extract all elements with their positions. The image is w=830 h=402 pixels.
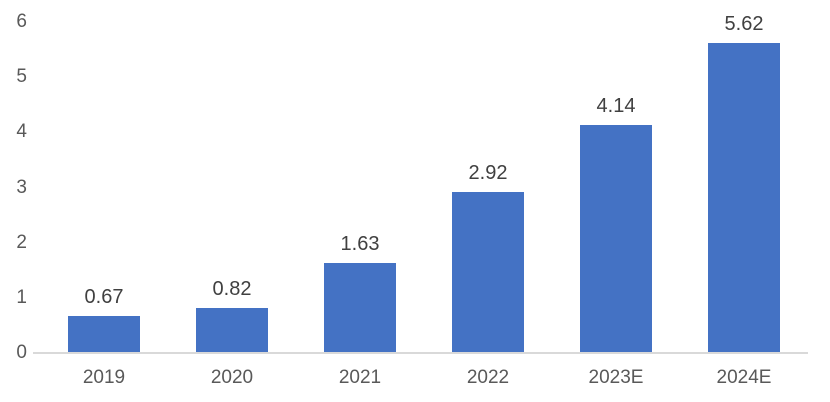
- bar-2022: [452, 191, 524, 353]
- x-tick-label: 2023E: [588, 367, 644, 388]
- y-tick-label: 4: [16, 121, 27, 143]
- y-tick-label: 6: [16, 11, 27, 32]
- x-tick-label: 2022: [466, 367, 510, 388]
- data-label: 5.62: [724, 12, 764, 35]
- y-tick-label: 0: [16, 342, 27, 363]
- data-label: 1.63: [340, 233, 380, 256]
- bar-2024E: [708, 42, 780, 353]
- bar-2023E: [580, 124, 652, 353]
- data-label: 0.67: [84, 286, 124, 309]
- x-tick-label: 2019: [82, 367, 126, 388]
- data-label: 0.82: [212, 277, 252, 300]
- y-tick-label: 2: [16, 231, 27, 253]
- data-label: 2.92: [468, 161, 508, 184]
- x-tick-label: 2024E: [716, 367, 772, 388]
- x-tick-label: 2021: [338, 367, 382, 388]
- x-tick-label: 2020: [210, 367, 254, 388]
- bar-2021: [324, 263, 396, 353]
- bar-2020: [196, 307, 268, 353]
- y-tick-label: 1: [16, 286, 27, 308]
- y-tick-label: 5: [16, 66, 27, 88]
- x-axis-line: [33, 352, 808, 354]
- data-label: 4.14: [596, 94, 636, 117]
- bar-2019: [68, 316, 140, 353]
- y-tick-label: 3: [16, 176, 27, 198]
